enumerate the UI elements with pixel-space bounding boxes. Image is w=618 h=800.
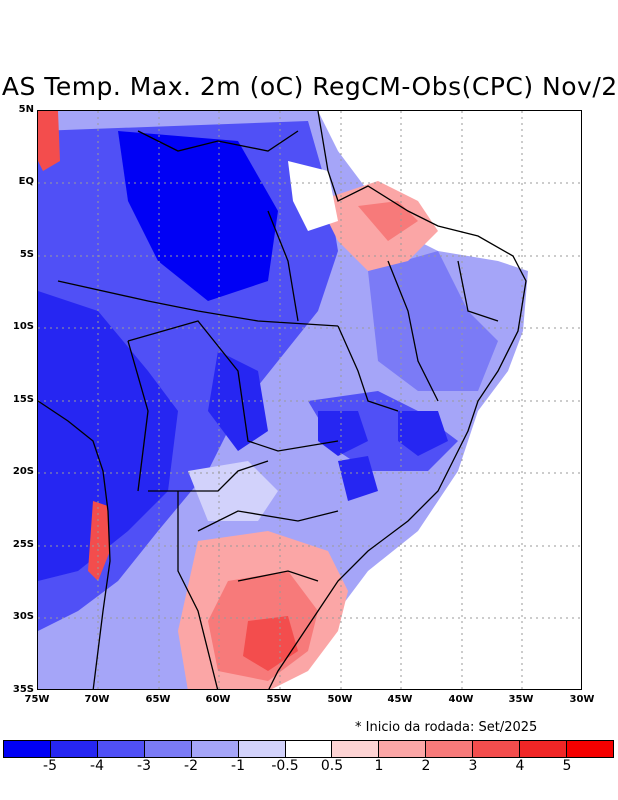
y-tick-label: 5S (19, 249, 34, 260)
colorbar-label: 3 (468, 758, 478, 774)
x-tick-label: 40W (448, 694, 474, 705)
colorbar-label: 4 (515, 758, 525, 774)
colorbar-swatch (238, 741, 286, 757)
x-tick-label: 65W (145, 694, 171, 705)
y-tick-label: 30S (12, 611, 34, 622)
y-tick-label: 20S (12, 466, 34, 477)
y-tick-label: 5N (18, 104, 34, 115)
x-tick-label: 30W (569, 694, 595, 705)
colorbar-label: -4 (90, 758, 104, 774)
colorbar-label: -3 (137, 758, 151, 774)
colorbar-label: -5 (43, 758, 57, 774)
y-tick-label: 15S (12, 394, 34, 405)
colorbar-swatch (520, 741, 568, 757)
colorbar-swatch (50, 741, 98, 757)
colorbar-swatch (379, 741, 427, 757)
x-tick-label: 45W (387, 694, 413, 705)
colorbar-swatch (332, 741, 380, 757)
colorbar-swatch (473, 741, 521, 757)
x-tick-label: 60W (205, 694, 231, 705)
x-tick-label: 55W (266, 694, 292, 705)
x-tick-label: 50W (327, 694, 353, 705)
x-tick-label: 35W (508, 694, 534, 705)
anomaly-map (38, 111, 581, 689)
colorbar-swatch (97, 741, 145, 757)
y-tick-label: EQ (18, 176, 34, 187)
y-tick-label: 10S (12, 321, 34, 332)
map-plot-area (37, 110, 582, 690)
run-start-note: * Inicio da rodada: Set/2025 (355, 720, 538, 735)
colorbar-swatch (567, 741, 613, 757)
colorbar-swatch (4, 741, 51, 757)
colorbar-label: -1 (231, 758, 245, 774)
map-title: IAS Temp. Max. 2m (oC) RegCM-Obs(CPC) No… (0, 72, 618, 101)
x-tick-label: 70W (84, 694, 110, 705)
colorbar (3, 740, 614, 758)
colorbar-swatch (191, 741, 239, 757)
x-tick-label: 75W (24, 694, 50, 705)
colorbar-label: 0.5 (320, 758, 344, 774)
colorbar-label: 1 (374, 758, 384, 774)
colorbar-swatch (144, 741, 192, 757)
y-tick-label: 35S (12, 684, 34, 695)
colorbar-swatch (426, 741, 474, 757)
colorbar-label: 5 (562, 758, 572, 774)
colorbar-label: -0.5 (271, 758, 299, 774)
colorbar-label: -2 (184, 758, 198, 774)
colorbar-label: 2 (421, 758, 431, 774)
colorbar-swatch (285, 741, 333, 757)
y-tick-label: 25S (12, 539, 34, 550)
